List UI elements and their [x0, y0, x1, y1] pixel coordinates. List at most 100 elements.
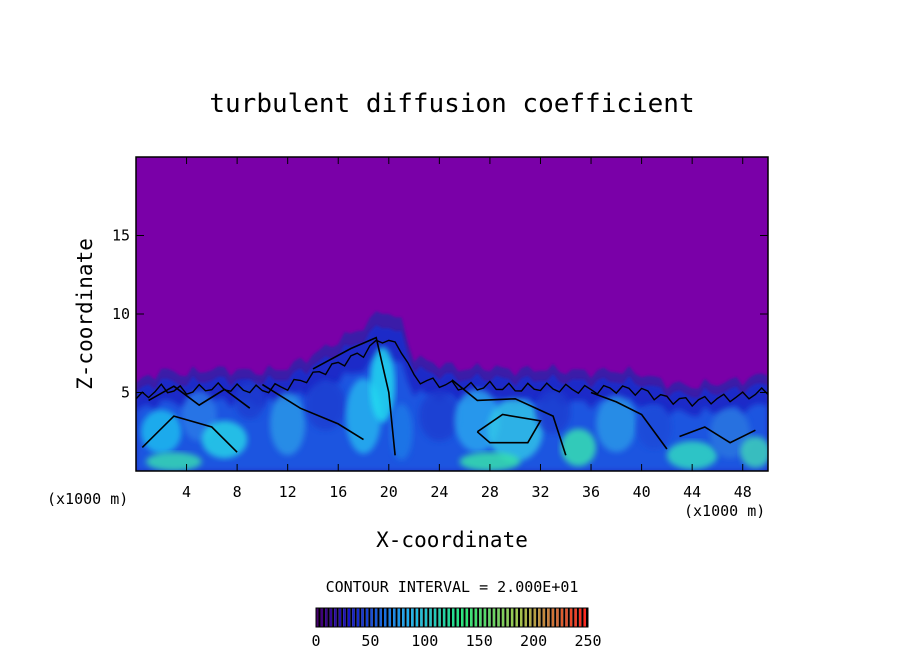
- colorbar-stripe: [438, 608, 441, 627]
- colorbar-gap: [436, 608, 439, 627]
- colorbar-stripe: [583, 608, 586, 627]
- x-unit-label-left: (x1000 m): [47, 490, 128, 508]
- colorbar-stripe: [578, 608, 582, 627]
- contour-interval-label: CONTOUR INTERVAL = 2.000E+01: [326, 578, 579, 596]
- colorbar-gap: [463, 608, 466, 627]
- colorbar-gap: [481, 608, 484, 627]
- colorbar-stripe: [465, 608, 469, 627]
- colorbar-stripe: [442, 608, 446, 627]
- x-tick-label: 32: [531, 483, 549, 501]
- colorbar-gap: [459, 608, 462, 627]
- x-unit-label-right: (x1000 m): [684, 502, 765, 520]
- field-eddy: [234, 381, 265, 420]
- colorbar-gap: [345, 608, 348, 627]
- colorbar-frame: [315, 607, 589, 628]
- field-eddy: [369, 346, 396, 423]
- colorbar-gap: [554, 608, 557, 627]
- colorbar-stripe: [415, 608, 419, 627]
- field-eddy: [596, 395, 637, 453]
- colorbar-stripe: [520, 608, 523, 627]
- colorbar-stripe: [393, 608, 396, 627]
- contour-line: [141, 415, 238, 453]
- colorbar-stripe: [474, 608, 478, 627]
- y-axis: 5 10 15: [112, 227, 768, 402]
- colorbar-gap: [422, 608, 425, 627]
- colorbar-tick-label: 150: [466, 632, 493, 650]
- field-eddy: [459, 452, 521, 471]
- colorbar-gap: [377, 608, 380, 627]
- x-tick-label: 48: [734, 483, 752, 501]
- colorbar-stripe: [374, 608, 378, 627]
- diffusion-field: [136, 311, 768, 471]
- colorbar-stripe: [501, 608, 505, 627]
- colorbar-gap: [468, 608, 471, 627]
- field-eddy: [636, 405, 672, 450]
- colorbar-stripe: [492, 608, 496, 627]
- plot-area: [135, 156, 769, 472]
- colorbar-stripe: [569, 608, 573, 627]
- colorbar-gap: [363, 608, 366, 627]
- colorbar-stripe: [334, 608, 337, 627]
- field-eddy: [419, 390, 460, 442]
- colorbar-stripe: [497, 608, 500, 627]
- colorbar-stripe: [479, 608, 482, 627]
- contour-line: [476, 413, 542, 444]
- field-eddy: [560, 428, 597, 467]
- x-tick-label: 20: [380, 483, 398, 501]
- colorbar-gap: [567, 608, 570, 627]
- colorbar-gap: [545, 608, 548, 627]
- x-tick-label: 24: [430, 483, 448, 501]
- x-tick-label: 12: [279, 483, 297, 501]
- colorbar-tick-label: 100: [411, 632, 438, 650]
- colorbar-gap: [395, 608, 398, 627]
- contour-line: [451, 379, 567, 456]
- colorbar-gap: [563, 608, 566, 627]
- chart-title: turbulent diffusion coefficient: [209, 89, 694, 119]
- colorbar-tick-label: 50: [361, 632, 379, 650]
- x-tick-label: 16: [329, 483, 347, 501]
- y-axis-label: Z-coordinate: [73, 238, 97, 390]
- colorbar-stripe: [556, 608, 559, 627]
- colorbar-stripe: [483, 608, 487, 627]
- colorbar-stripe: [551, 608, 555, 627]
- colorbar-gap: [413, 608, 416, 627]
- colorbar-gap: [431, 608, 434, 627]
- colorbar-stripe: [542, 608, 546, 627]
- colorbar-stripe: [452, 608, 455, 627]
- colorbar-stripe: [429, 608, 432, 627]
- y-tick-label: 15: [112, 227, 130, 245]
- colorbar-gap: [418, 608, 421, 627]
- colorbar-gap: [517, 608, 520, 627]
- colorbar-stripe: [406, 608, 410, 627]
- colorbar-stripe: [506, 608, 509, 627]
- colorbar-stripe: [574, 608, 577, 627]
- contour-line: [590, 391, 668, 450]
- colorbar-stripe: [529, 608, 532, 627]
- colorbar-gap: [386, 608, 389, 627]
- colorbar-tick-label: 250: [574, 632, 601, 650]
- colorbar-gap: [572, 608, 575, 627]
- colorbar-stripe: [524, 608, 528, 627]
- y-tick-label: 5: [121, 384, 130, 402]
- colorbar-stripe: [397, 608, 401, 627]
- colorbar-gap: [449, 608, 452, 627]
- colorbar-gap: [381, 608, 384, 627]
- colorbar-stripe: [510, 608, 514, 627]
- colorbar-gap: [327, 608, 330, 627]
- colorbar-stripe: [316, 608, 319, 627]
- colorbar-gap: [490, 608, 493, 627]
- colorbar-gap: [472, 608, 475, 627]
- contour-line: [261, 383, 364, 441]
- x-axis-label: X-coordinate: [376, 528, 528, 552]
- colorbar-stripe: [538, 608, 541, 627]
- colorbar-gap: [354, 608, 357, 627]
- colorbar-stripe: [515, 608, 518, 627]
- colorbar-gap: [318, 608, 321, 627]
- colorbar-tick-label: 200: [520, 632, 547, 650]
- contour-line: [312, 336, 396, 456]
- colorbar-stripe: [379, 608, 382, 627]
- colorbar-tick-label: 0: [311, 632, 320, 650]
- colorbar-stripe: [402, 608, 405, 627]
- contour-line: [136, 339, 768, 408]
- colorbar-stripe: [411, 608, 414, 627]
